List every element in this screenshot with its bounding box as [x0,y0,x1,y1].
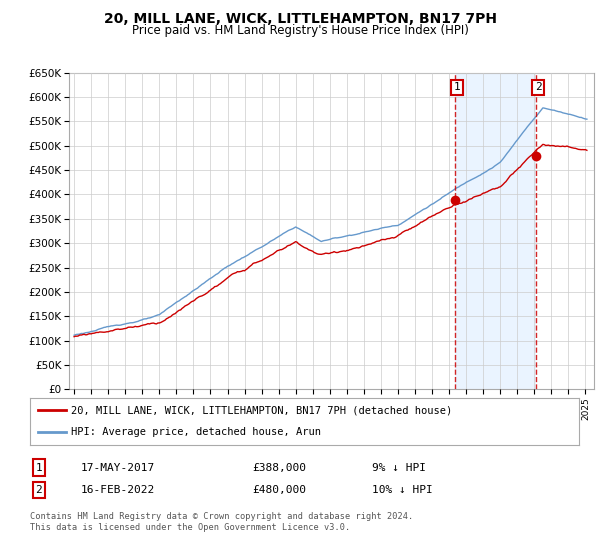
Text: 9% ↓ HPI: 9% ↓ HPI [372,463,426,473]
Text: 1: 1 [35,463,43,473]
Text: 2: 2 [535,82,541,92]
Text: Price paid vs. HM Land Registry's House Price Index (HPI): Price paid vs. HM Land Registry's House … [131,24,469,36]
Bar [455,73,536,389]
Text: 20, MILL LANE, WICK, LITTLEHAMPTON, BN17 7PH: 20, MILL LANE, WICK, LITTLEHAMPTON, BN17… [104,12,497,26]
Text: 20, MILL LANE, WICK, LITTLEHAMPTON, BN17 7PH (detached house): 20, MILL LANE, WICK, LITTLEHAMPTON, BN17… [71,405,452,416]
Text: £388,000: £388,000 [252,463,306,473]
Text: 17-MAY-2017: 17-MAY-2017 [81,463,155,473]
Text: Contains HM Land Registry data © Crown copyright and database right 2024.
This d: Contains HM Land Registry data © Crown c… [30,512,413,532]
Text: 16-FEB-2022: 16-FEB-2022 [81,485,155,495]
Text: HPI: Average price, detached house, Arun: HPI: Average price, detached house, Arun [71,427,321,437]
Text: £480,000: £480,000 [252,485,306,495]
Text: 10% ↓ HPI: 10% ↓ HPI [372,485,433,495]
Text: 2: 2 [35,485,43,495]
Text: 1: 1 [454,82,460,92]
